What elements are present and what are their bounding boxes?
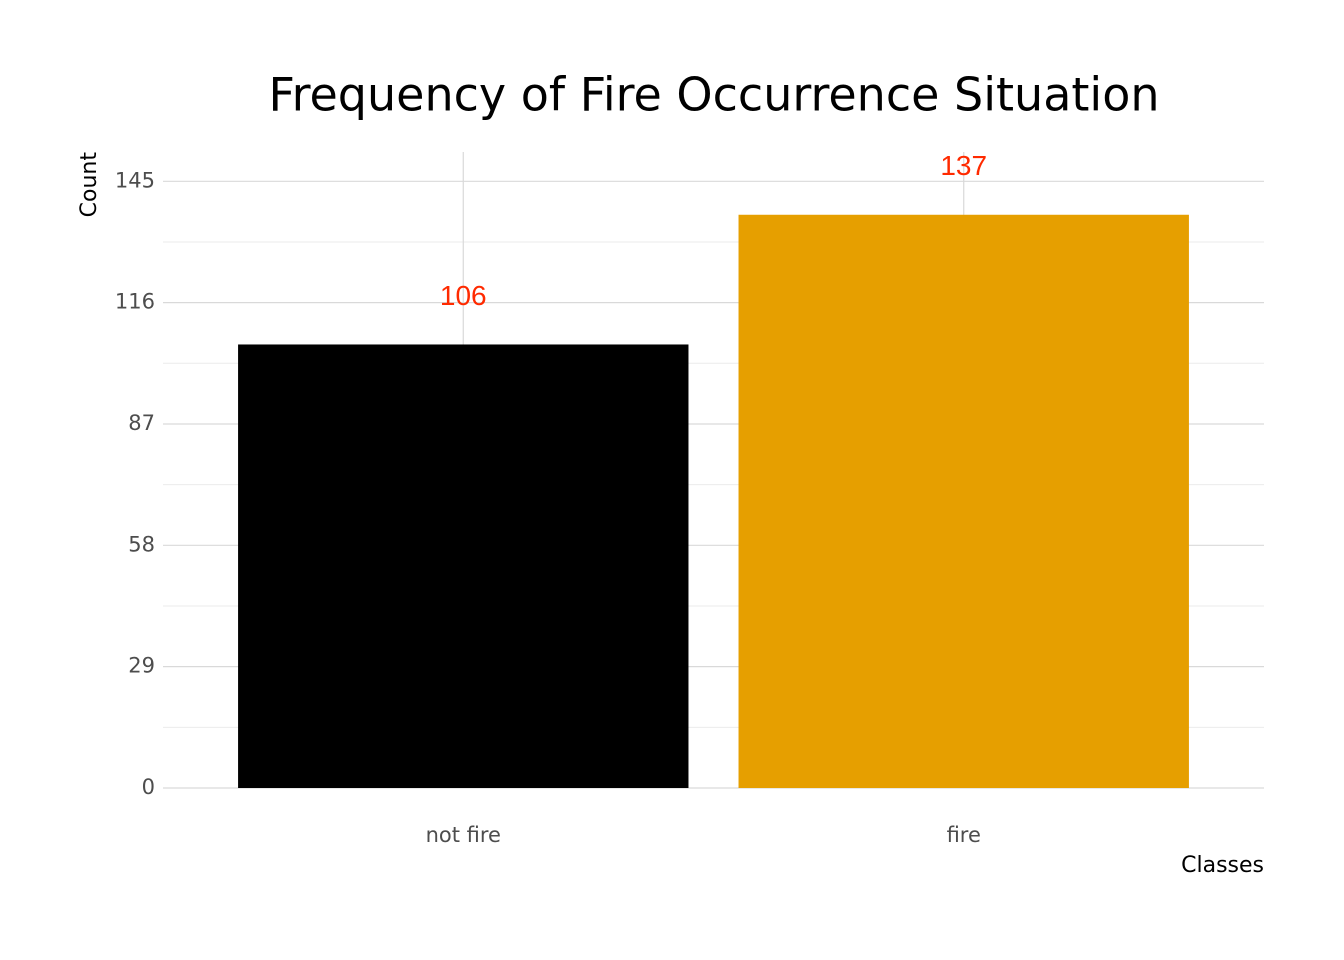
y-tick-label: 58 bbox=[128, 532, 155, 556]
x-tick-label: not fire bbox=[426, 823, 501, 847]
chart-title: Frequency of Fire Occurrence Situation bbox=[268, 68, 1159, 122]
x-tick-label: fire bbox=[947, 823, 981, 847]
x-axis-label: Classes bbox=[1181, 853, 1264, 878]
bar bbox=[738, 214, 1189, 788]
value-label: 106 bbox=[440, 280, 487, 311]
y-tick-label: 145 bbox=[115, 168, 155, 192]
y-tick-label: 87 bbox=[128, 411, 155, 435]
y-axis-label: Count bbox=[77, 152, 102, 218]
y-tick-label: 0 bbox=[142, 775, 155, 799]
bar bbox=[238, 344, 689, 788]
y-tick-label: 29 bbox=[128, 654, 155, 678]
value-label: 137 bbox=[940, 150, 987, 181]
y-tick-label: 116 bbox=[115, 290, 155, 314]
